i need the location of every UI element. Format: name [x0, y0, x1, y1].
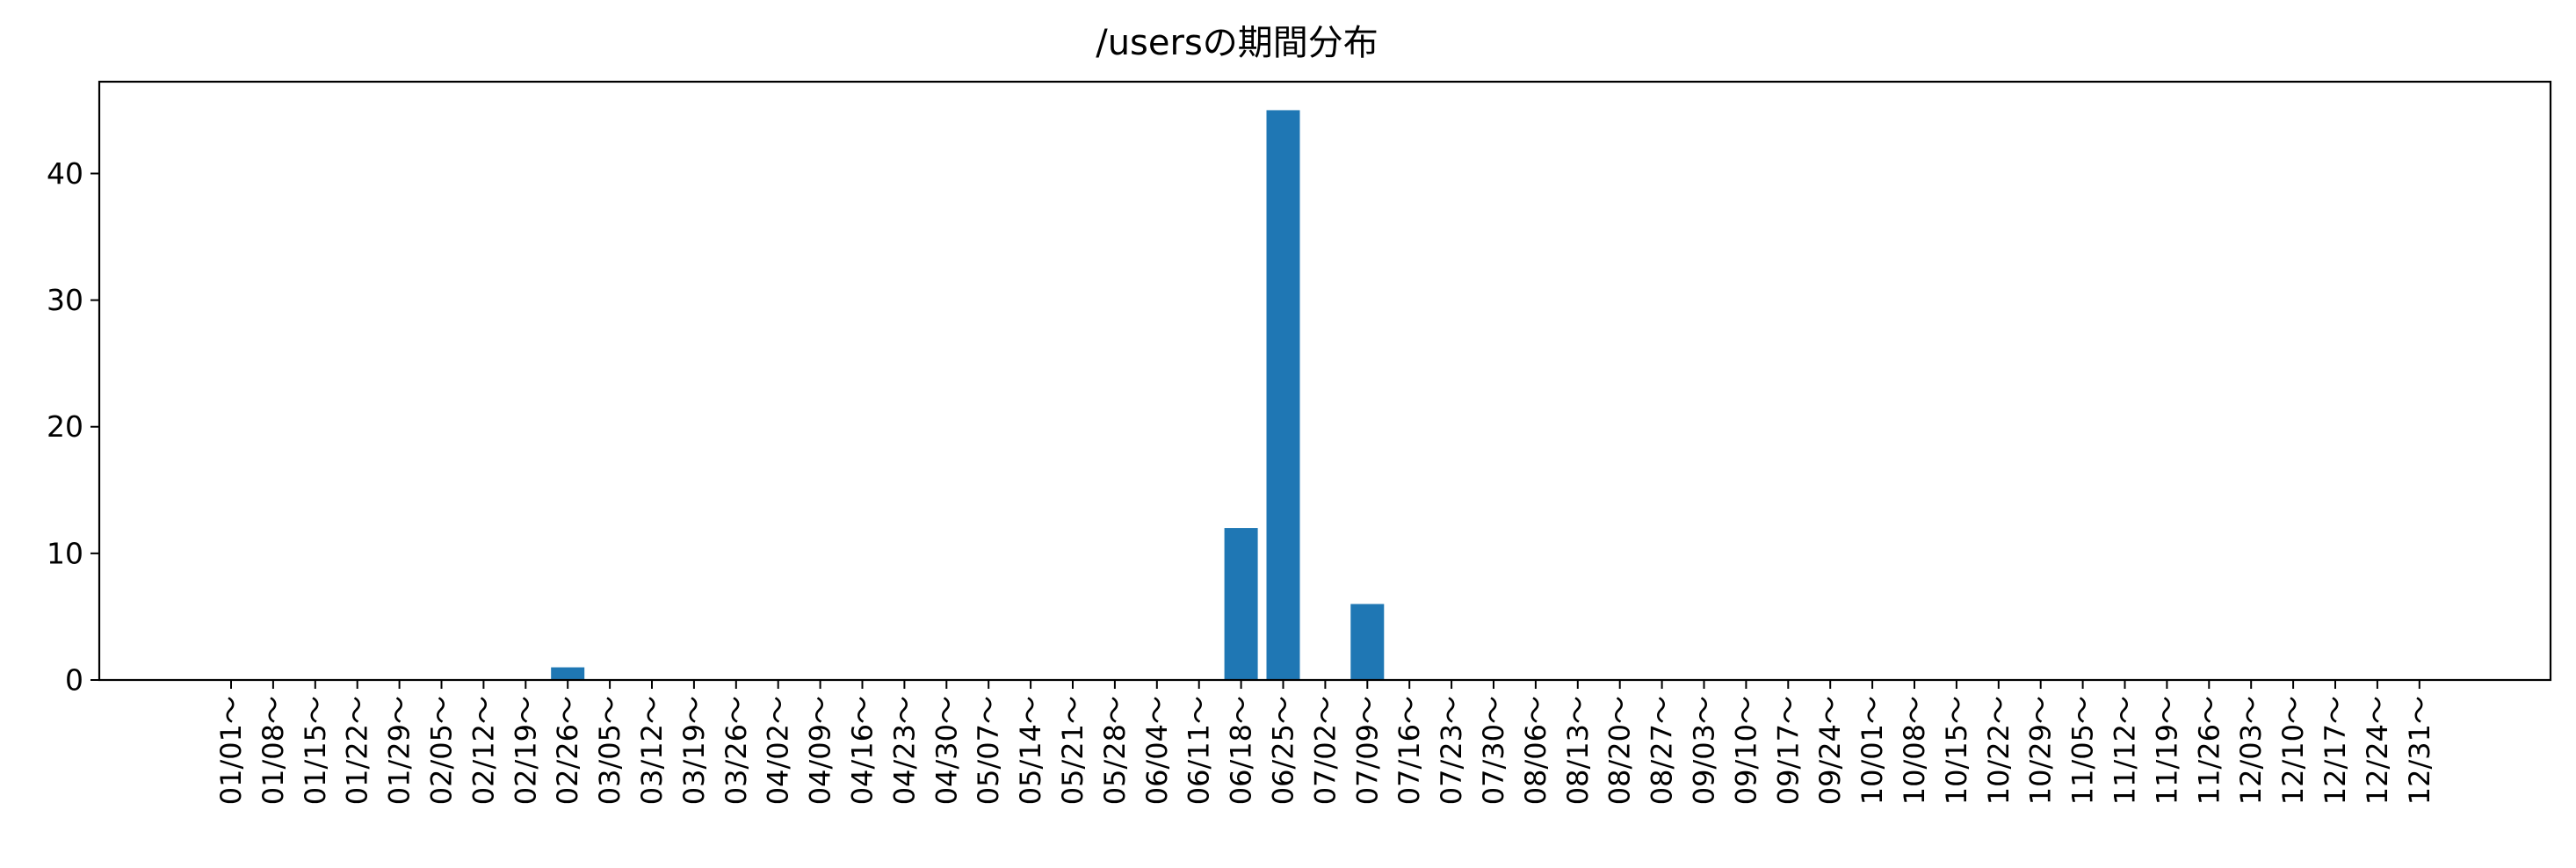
y-tick-label-0: 0 [65, 663, 83, 698]
x-tick-label-48: 12/03～ [2234, 696, 2268, 805]
x-tick-label-3: 01/22～ [341, 696, 374, 805]
x-tick-label-15: 04/16～ [846, 696, 879, 805]
x-tick-label-33: 08/20～ [1603, 696, 1637, 805]
x-tick-label-31: 08/06～ [1519, 696, 1552, 805]
bar-24 [1224, 528, 1258, 680]
x-tick-label-17: 04/30～ [930, 696, 963, 805]
x-tick-label-39: 10/01～ [1856, 696, 1889, 805]
x-tick-label-7: 02/19～ [509, 696, 542, 805]
plot-frame [98, 80, 2552, 682]
x-tick-label-10: 03/12～ [635, 696, 669, 805]
x-tick-label-18: 05/07～ [972, 696, 1005, 805]
x-tick-label-52: 12/31～ [2403, 696, 2436, 805]
x-tick-label-4: 01/29～ [383, 696, 416, 805]
x-tick-label-20: 05/21～ [1056, 696, 1089, 805]
x-tick-label-41: 10/15～ [1940, 696, 1973, 805]
x-tick-label-47: 11/26～ [2192, 696, 2225, 805]
x-tick-label-44: 11/05～ [2066, 696, 2100, 805]
x-tick-label-32: 08/13～ [1561, 696, 1595, 805]
x-tick-label-50: 12/17～ [2319, 696, 2352, 805]
x-tick-label-2: 01/15～ [299, 696, 332, 805]
x-tick-label-36: 09/10～ [1729, 696, 1762, 805]
x-tick-label-49: 12/10～ [2276, 696, 2310, 805]
x-tick-label-27: 07/09～ [1350, 696, 1384, 805]
x-tick-label-5: 02/05～ [425, 696, 459, 805]
x-tick-label-19: 05/14～ [1014, 696, 1047, 805]
x-tick-label-38: 09/24～ [1813, 696, 1847, 805]
x-tick-label-37: 09/17～ [1771, 696, 1805, 805]
x-tick-label-28: 07/16～ [1393, 696, 1426, 805]
x-tick-label-46: 11/19～ [2150, 696, 2183, 805]
x-tick-label-35: 09/03～ [1688, 696, 1721, 805]
x-tick-label-34: 08/27～ [1646, 696, 1679, 805]
x-tick-label-29: 07/23～ [1435, 696, 1468, 805]
x-tick-label-43: 10/29～ [2024, 696, 2058, 805]
x-tick-label-16: 04/23～ [887, 696, 921, 805]
x-tick-label-51: 12/24～ [2361, 696, 2394, 805]
x-axis: 01/01～ 01/08～ 01/15～ 01/22～ 01/29～ 02/05～ 02/1… [214, 680, 2436, 805]
x-tick-label-25: 06/25～ [1267, 696, 1300, 805]
x-tick-label-6: 02/12～ [467, 696, 500, 805]
x-tick-label-13: 04/02～ [762, 696, 795, 805]
x-tick-label-40: 10/08～ [1898, 696, 1931, 805]
x-tick-label-23: 06/11～ [1183, 696, 1216, 805]
chart-title: /usersの期間分布 [1096, 23, 1378, 63]
y-axis: 0 10 20 30 40 [47, 156, 99, 698]
x-tick-label-30: 07/30～ [1477, 696, 1510, 805]
bar-8 [551, 667, 585, 680]
x-tick-label-45: 11/12～ [2109, 696, 2142, 805]
bar-27 [1350, 604, 1385, 680]
x-tick-label-21: 05/28～ [1098, 696, 1132, 805]
x-tick-label-11: 03/19～ [677, 696, 711, 805]
y-tick-label-3: 30 [47, 283, 83, 317]
x-tick-label-26: 07/02～ [1308, 696, 1342, 805]
x-tick-label-8: 02/26～ [551, 696, 584, 805]
x-tick-label-24: 06/18～ [1225, 696, 1258, 805]
y-tick-label-2: 20 [47, 409, 83, 444]
y-tick-label-4: 40 [47, 156, 83, 191]
x-tick-label-0: 01/01～ [214, 696, 248, 805]
y-tick-label-1: 10 [47, 536, 83, 570]
x-tick-label-14: 04/09～ [804, 696, 837, 805]
x-tick-label-1: 01/08～ [257, 696, 290, 805]
x-tick-label-42: 10/22～ [1982, 696, 2015, 805]
x-tick-label-9: 03/05～ [593, 696, 626, 805]
x-tick-label-12: 03/26～ [720, 696, 753, 805]
bar-25 [1266, 110, 1300, 681]
bars-layer [551, 110, 1385, 681]
x-tick-label-22: 06/04～ [1140, 696, 1174, 805]
